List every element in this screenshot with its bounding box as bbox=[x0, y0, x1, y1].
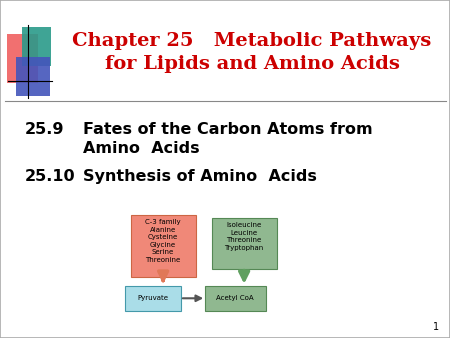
FancyBboxPatch shape bbox=[205, 286, 266, 311]
FancyBboxPatch shape bbox=[125, 286, 181, 311]
FancyBboxPatch shape bbox=[7, 34, 38, 83]
Text: 1: 1 bbox=[432, 322, 439, 332]
Text: C-3 family
Alanine
Cysteine
Glycine
Serine
Threonine: C-3 family Alanine Cysteine Glycine Seri… bbox=[145, 219, 181, 263]
Text: 25.9: 25.9 bbox=[25, 122, 64, 137]
FancyBboxPatch shape bbox=[212, 218, 277, 269]
Text: Fates of the Carbon Atoms from
Amino  Acids: Fates of the Carbon Atoms from Amino Aci… bbox=[83, 122, 373, 156]
Text: Pyruvate: Pyruvate bbox=[138, 295, 169, 301]
Text: Chapter 25   Metabolic Pathways
for Lipids and Amino Acids: Chapter 25 Metabolic Pathways for Lipids… bbox=[72, 31, 432, 73]
FancyBboxPatch shape bbox=[22, 27, 51, 66]
FancyBboxPatch shape bbox=[16, 57, 50, 96]
FancyBboxPatch shape bbox=[130, 215, 196, 277]
Text: Synthesis of Amino  Acids: Synthesis of Amino Acids bbox=[83, 169, 317, 184]
Text: 25.10: 25.10 bbox=[25, 169, 76, 184]
Text: Acetyl CoA: Acetyl CoA bbox=[216, 295, 254, 301]
Text: Isoleucine
Leucine
Threonine
Tryptophan: Isoleucine Leucine Threonine Tryptophan bbox=[225, 222, 264, 251]
